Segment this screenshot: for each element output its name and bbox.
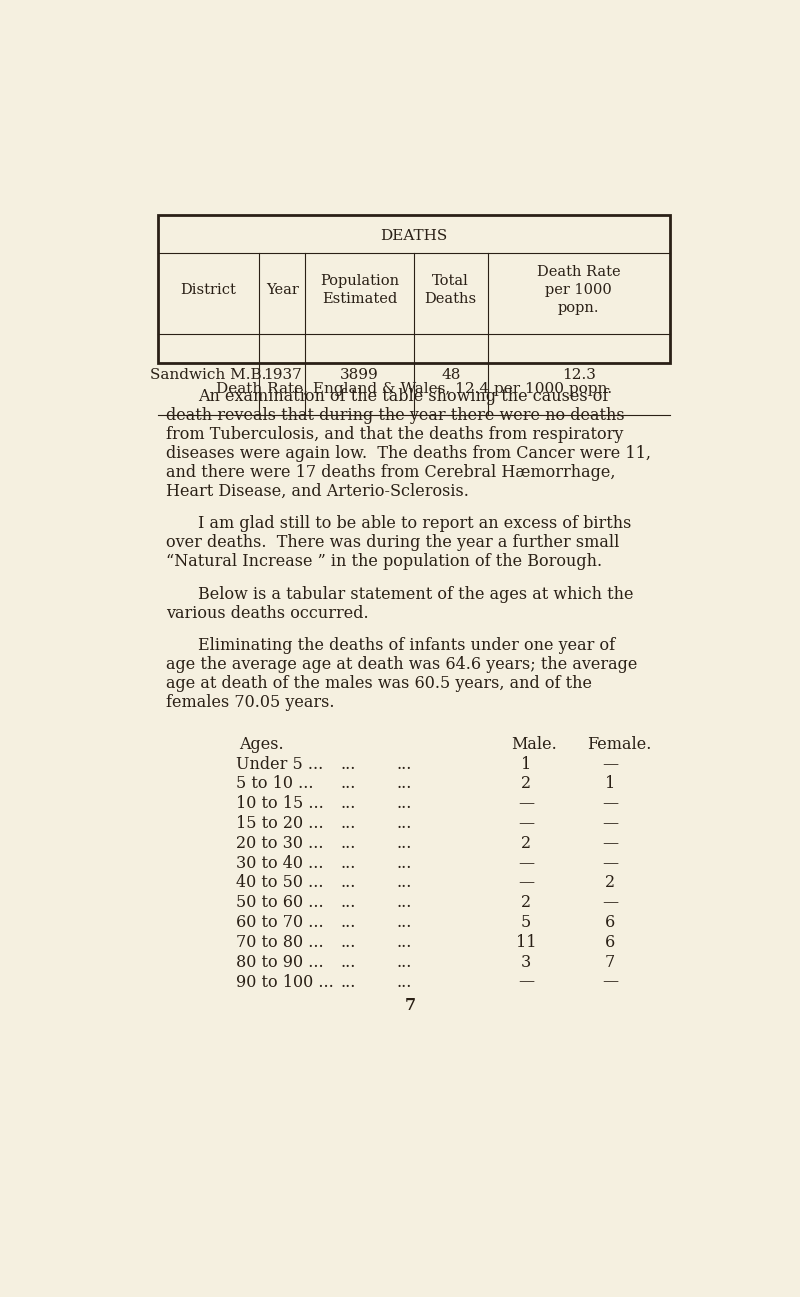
Text: ...: ... [340, 895, 356, 912]
Text: —: — [602, 974, 618, 991]
Text: 70 to 80 ...: 70 to 80 ... [236, 934, 323, 951]
Text: ...: ... [396, 815, 411, 833]
Text: 5 to 10 ...: 5 to 10 ... [236, 776, 313, 792]
Text: 30 to 40 ...: 30 to 40 ... [236, 855, 323, 872]
Text: 5: 5 [521, 914, 531, 931]
Text: ...: ... [396, 953, 411, 970]
Text: 1: 1 [521, 756, 531, 773]
Text: ...: ... [396, 934, 411, 951]
Text: DEATHS: DEATHS [380, 230, 447, 244]
Text: 90 to 100 ...: 90 to 100 ... [236, 974, 334, 991]
Text: 12.3: 12.3 [562, 368, 595, 381]
Text: 48: 48 [441, 368, 460, 381]
Text: —: — [602, 815, 618, 833]
Text: ...: ... [340, 855, 356, 872]
Text: Death Rate, England & Wales, 12.4 per 1000 popn.: Death Rate, England & Wales, 12.4 per 10… [216, 381, 612, 396]
Text: Sandwich M.B.: Sandwich M.B. [150, 368, 266, 381]
Text: diseases were again low.  The deaths from Cancer were 11,: diseases were again low. The deaths from… [166, 445, 651, 462]
Text: ...: ... [396, 914, 411, 931]
Text: 2: 2 [521, 895, 531, 912]
Text: 80 to 90 ...: 80 to 90 ... [236, 953, 323, 970]
Text: 3: 3 [521, 953, 531, 970]
Text: 7: 7 [605, 953, 615, 970]
Text: ...: ... [340, 934, 356, 951]
Text: —: — [602, 895, 618, 912]
Text: ...: ... [396, 895, 411, 912]
Text: 3899: 3899 [340, 368, 379, 381]
Text: ...: ... [340, 914, 356, 931]
Text: —: — [602, 795, 618, 812]
Text: age at death of the males was 60.5 years, and of the: age at death of the males was 60.5 years… [166, 674, 592, 693]
Text: various deaths occurred.: various deaths occurred. [166, 604, 369, 621]
Text: over deaths.  There was during the year a further small: over deaths. There was during the year a… [166, 534, 619, 551]
Text: —: — [518, 874, 534, 891]
Text: —: — [602, 835, 618, 852]
Text: District: District [181, 283, 237, 297]
Text: —: — [518, 815, 534, 833]
Text: —: — [602, 855, 618, 872]
Text: 6: 6 [605, 934, 615, 951]
Text: ...: ... [396, 795, 411, 812]
Text: —: — [518, 855, 534, 872]
Text: 2: 2 [605, 874, 615, 891]
Text: Under 5 ...: Under 5 ... [236, 756, 323, 773]
Text: 11: 11 [516, 934, 537, 951]
Text: ...: ... [340, 974, 356, 991]
Text: age the average age at death was 64.6 years; the average: age the average age at death was 64.6 ye… [166, 656, 638, 673]
Text: ...: ... [340, 815, 356, 833]
Text: females 70.05 years.: females 70.05 years. [166, 694, 334, 711]
Text: Below is a tabular statement of the ages at which the: Below is a tabular statement of the ages… [198, 586, 634, 603]
Text: ...: ... [396, 855, 411, 872]
Text: and there were 17 deaths from Cerebral Hæmorrhage,: and there were 17 deaths from Cerebral H… [166, 463, 615, 481]
Text: —: — [602, 756, 618, 773]
Text: Ages.: Ages. [239, 735, 284, 752]
Text: ...: ... [340, 953, 356, 970]
Text: —: — [518, 795, 534, 812]
Text: ...: ... [396, 756, 411, 773]
Text: death reveals that during the year there were no deaths: death reveals that during the year there… [166, 407, 625, 424]
Text: ...: ... [340, 874, 356, 891]
Text: ...: ... [340, 795, 356, 812]
Text: Total
Deaths: Total Deaths [425, 274, 477, 306]
Text: Year: Year [266, 283, 298, 297]
Text: ...: ... [396, 874, 411, 891]
Text: ...: ... [340, 835, 356, 852]
Text: 20 to 30 ...: 20 to 30 ... [236, 835, 323, 852]
Text: Population
Estimated: Population Estimated [320, 274, 399, 306]
Text: I am glad still to be able to report an excess of births: I am glad still to be able to report an … [198, 515, 632, 532]
Text: ...: ... [396, 974, 411, 991]
Text: ...: ... [340, 776, 356, 792]
Text: —: — [518, 974, 534, 991]
Text: Female.: Female. [586, 735, 651, 752]
Text: Death Rate
per 1000
popn.: Death Rate per 1000 popn. [537, 265, 620, 315]
Text: ...: ... [396, 776, 411, 792]
Text: 1937: 1937 [262, 368, 302, 381]
Text: from Tuberculosis, and that the deaths from respiratory: from Tuberculosis, and that the deaths f… [166, 425, 623, 442]
Text: An examination of the table showing the causes of: An examination of the table showing the … [198, 388, 609, 405]
Text: Male.: Male. [510, 735, 557, 752]
Text: Eliminating the deaths of infants under one year of: Eliminating the deaths of infants under … [198, 637, 615, 654]
Text: 15 to 20 ...: 15 to 20 ... [236, 815, 323, 833]
Text: 50 to 60 ...: 50 to 60 ... [236, 895, 323, 912]
Text: 2: 2 [521, 835, 531, 852]
Text: “Natural Increase ” in the population of the Borough.: “Natural Increase ” in the population of… [166, 553, 602, 569]
Text: 1: 1 [605, 776, 615, 792]
Text: 40 to 50 ...: 40 to 50 ... [236, 874, 323, 891]
Text: 10 to 15 ...: 10 to 15 ... [236, 795, 323, 812]
Text: 60 to 70 ...: 60 to 70 ... [236, 914, 323, 931]
Text: 2: 2 [521, 776, 531, 792]
Text: ...: ... [396, 835, 411, 852]
Text: 6: 6 [605, 914, 615, 931]
Bar [158, 215, 670, 363]
Text: Heart Disease, and Arterio-Sclerosis.: Heart Disease, and Arterio-Sclerosis. [166, 482, 469, 499]
Text: ...: ... [340, 756, 356, 773]
Text: 7: 7 [405, 997, 415, 1014]
